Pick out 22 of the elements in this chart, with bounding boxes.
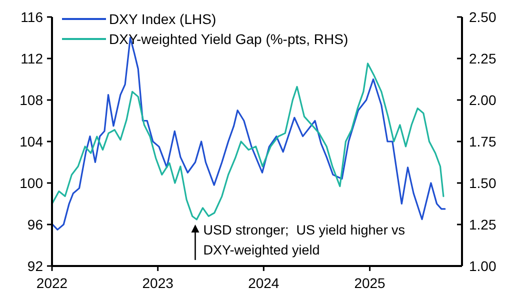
- y2-tick-label: 1.25: [469, 216, 496, 232]
- x-tick-label: 2025: [354, 275, 386, 291]
- y-tick-label: 92: [27, 258, 44, 274]
- y-tick-label: 100: [20, 174, 44, 191]
- y2-tick-label: 1.00: [469, 258, 496, 274]
- y-tick-label: 112: [20, 50, 44, 66]
- y2-tick-label: 2.00: [469, 92, 496, 108]
- legend-label: DXY-weighted Yield Gap (%-pts, RHS): [109, 30, 348, 47]
- x-tick-label: 2022: [36, 275, 68, 291]
- y2-tick-label: 1.50: [469, 174, 496, 191]
- legend-label: DXY Index (LHS): [109, 10, 216, 27]
- y2-tick-label: 2.50: [469, 8, 496, 25]
- y2-tick-label: 1.75: [469, 133, 496, 150]
- y-tick-label: 108: [20, 92, 44, 108]
- y-tick-label: 104: [20, 133, 44, 150]
- y-tick-label: 116: [20, 8, 44, 25]
- x-tick-label: 2024: [248, 275, 280, 291]
- y-tick-label: 96: [27, 216, 44, 232]
- y2-tick-label: 2.25: [469, 50, 496, 66]
- x-tick-label: 2023: [142, 275, 174, 291]
- annotation: USD stronger; US yield higher vs DXY-weighted yield: [203, 222, 406, 258]
- line-series: [52, 62, 444, 220]
